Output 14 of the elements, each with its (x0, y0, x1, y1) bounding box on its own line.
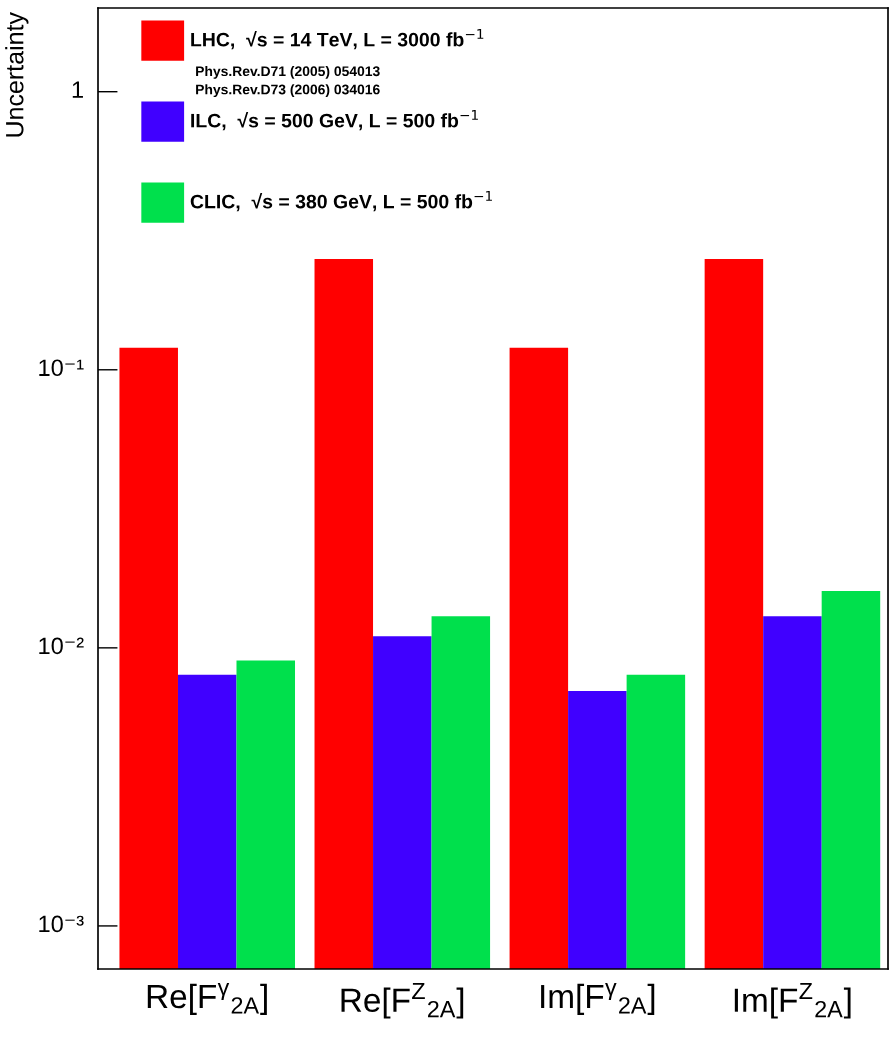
x-tick-label: Im[F$^{Z}$$_{2A}$] (734, 982, 851, 1019)
y-axis-title: Uncertainty (5, 12, 29, 137)
x-tick-label: Re[F$^{Z}$$_{2A}$] (341, 982, 464, 1019)
annotation: Phys.Rev.D73 (2006) 034016 (196, 84, 380, 98)
y-tick-label: 10⁻³ (39, 915, 84, 933)
annotation: Phys.Rev.D71 (2005) 054013 (196, 65, 380, 79)
legend-label: LHC, √s = 14 TeV, L = 3000 fb$^{−1}$ (191, 28, 484, 50)
legend-label: ILC, √s = 500 GeV, L = 500 fb$^{−1}$ (191, 109, 478, 131)
y-tick-label: 10⁻² (39, 637, 84, 655)
legend-label: CLIC, √s = 380 GeV, L = 500 fb$^{−1}$ (190, 190, 492, 212)
y-tick-label: 1 (72, 81, 83, 98)
y-tick-label: 10⁻¹ (39, 359, 84, 377)
x-tick-label: Re[F$^{γ}$$_{2A}$] (147, 982, 267, 1015)
x-tick-label: Im[F$^{γ}$$_{2A}$] (541, 982, 655, 1015)
